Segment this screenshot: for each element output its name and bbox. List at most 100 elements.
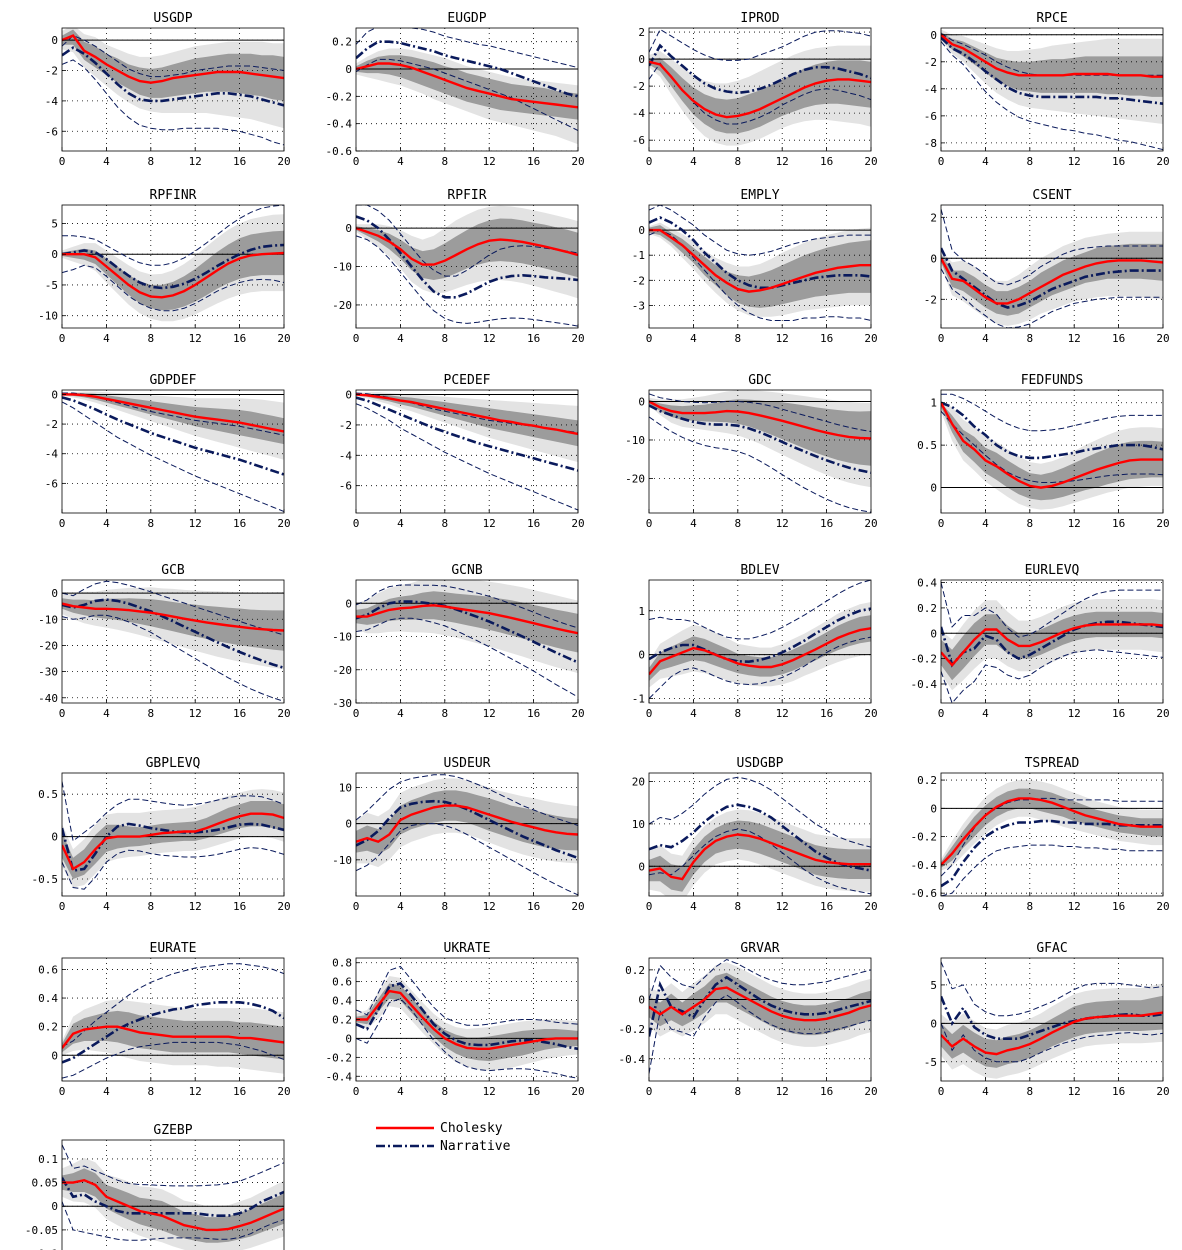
x-tick-label: 0 — [353, 1085, 360, 1098]
plot-content — [649, 580, 871, 703]
x-tick-label: 20 — [1156, 900, 1169, 913]
narrative-band-upper — [356, 965, 578, 1026]
plot-content — [356, 958, 578, 1081]
x-tick-label: 4 — [397, 517, 404, 530]
x-tick-label: 20 — [571, 1085, 584, 1098]
y-tick-label: 1 — [638, 605, 645, 618]
band-inner — [62, 1010, 284, 1060]
narrative-band-lower — [941, 268, 1163, 328]
narrative-band-upper — [62, 781, 284, 842]
series-cholesky — [941, 33, 1163, 78]
series-narrative — [62, 46, 284, 107]
series-cholesky — [356, 989, 578, 1050]
y-tick-label: 0 — [930, 482, 937, 495]
panel-pcedef: 0 4 8 12 16 20 0 -2 -4 -6 PCEDEF — [339, 373, 585, 530]
plot-content — [941, 205, 1163, 328]
y-tick-label: 0.8 — [332, 957, 352, 970]
narrative-band-lower — [356, 403, 578, 511]
y-tick-label: -4 — [45, 448, 59, 461]
y-tick-label: 0 — [51, 831, 58, 844]
x-tick-label: 20 — [277, 707, 290, 720]
band-inner — [62, 598, 284, 651]
series-cholesky — [356, 804, 578, 844]
band-inner — [62, 29, 284, 101]
panel-title: TSPREAD — [1025, 756, 1080, 771]
x-tick-label: 4 — [982, 155, 989, 168]
plot-content — [62, 28, 284, 151]
axes-frame — [940, 957, 1164, 1082]
y-tick-label: -5 — [45, 279, 58, 292]
y-tick-label: 0 — [51, 1049, 58, 1062]
panel-usdeur: 0 4 8 12 16 20 10 0 -10 USDEUR — [332, 756, 585, 913]
y-tick-label: 0.1 — [38, 1153, 58, 1166]
narrative-band-lower — [649, 416, 871, 513]
x-tick-label: 0 — [59, 332, 66, 345]
panel-grvar: 0 4 8 12 16 20 0.2 0 -0.2 -0.4 GRVAR — [619, 941, 878, 1098]
x-tick-label: 16 — [233, 517, 246, 530]
series-cholesky — [941, 623, 1163, 667]
narrative-band-lower — [62, 1041, 284, 1079]
y-tick-label: 10 — [632, 818, 645, 831]
x-tick-label: 8 — [734, 332, 741, 345]
narrative-band-upper — [62, 963, 284, 1048]
plot-content — [941, 390, 1163, 513]
x-tick-label: 16 — [527, 707, 540, 720]
narrative-band-upper — [649, 776, 871, 848]
y-tick-label: -6 — [339, 480, 352, 493]
plot-content — [649, 773, 871, 896]
narrative-band-lower — [62, 401, 284, 512]
panel-rpfinr: 0 4 8 12 16 20 5 0 -5 -10 RPFINR — [38, 188, 291, 345]
y-tick-label: -8 — [924, 137, 937, 150]
narrative-band-upper — [649, 580, 871, 640]
x-tick-label: 12 — [1068, 155, 1081, 168]
panel-title: USDGBP — [737, 756, 784, 771]
panel-title: FEDFUNDS — [1021, 373, 1084, 388]
panel-title: EMPLY — [740, 188, 779, 203]
y-tick-label: -0.1 — [32, 1248, 59, 1250]
x-tick-label: 16 — [1112, 332, 1125, 345]
narrative-band-upper — [356, 28, 578, 69]
x-tick-label: 16 — [820, 155, 833, 168]
x-tick-label: 16 — [820, 1085, 833, 1098]
x-tick-label: 12 — [189, 707, 202, 720]
x-tick-label: 20 — [864, 707, 877, 720]
x-tick-label: 0 — [353, 517, 360, 530]
x-tick-label: 12 — [483, 517, 496, 530]
narrative-band-upper — [941, 582, 1163, 638]
y-tick-label: -0.2 — [911, 831, 938, 844]
axes-frame — [61, 772, 285, 897]
series-cholesky — [62, 602, 284, 632]
band-inner — [649, 225, 871, 308]
panel-tspread: 0 4 8 12 16 20 0.2 0 -0.2 -0.4 -0.6 TSPREAD — [911, 756, 1170, 913]
narrative-band-lower — [62, 1201, 284, 1241]
panel-eugdp: 0 4 8 12 16 20 0.2 0 -0.2 -0.4 -0.6 EUGDP — [326, 11, 585, 168]
plot-content — [62, 205, 284, 328]
x-tick-label: 12 — [189, 517, 202, 530]
band-inner — [649, 57, 871, 134]
series-narrative — [62, 243, 284, 290]
x-tick-label: 12 — [189, 332, 202, 345]
x-tick-label: 16 — [820, 332, 833, 345]
y-tick-label: -30 — [332, 697, 352, 710]
y-tick-label: 0 — [638, 53, 645, 66]
y-tick-label: 0 — [930, 29, 937, 42]
series-cholesky — [356, 393, 578, 436]
y-tick-label: 0 — [51, 34, 58, 47]
x-tick-label: 0 — [59, 900, 66, 913]
panel-eurate: 0 4 8 12 16 20 0.6 0.4 0.2 0 EURATE — [38, 941, 291, 1098]
x-tick-label: 8 — [734, 900, 741, 913]
y-tick-label: 0.6 — [332, 976, 352, 989]
narrative-band-upper — [356, 774, 578, 826]
series-narrative — [62, 1001, 284, 1064]
narrative-band-upper — [62, 1144, 284, 1187]
x-tick-label: 4 — [690, 900, 697, 913]
x-tick-label: 16 — [233, 155, 246, 168]
series-cholesky — [941, 257, 1163, 305]
series-narrative — [649, 803, 871, 872]
narrative-band-lower — [356, 235, 578, 327]
panel-emply: 0 4 8 12 16 20 0 -1 -2 -3 EMPLY — [632, 188, 878, 345]
x-tick-label: 4 — [982, 900, 989, 913]
narrative-band-lower — [941, 844, 1163, 896]
series-cholesky — [649, 60, 871, 119]
